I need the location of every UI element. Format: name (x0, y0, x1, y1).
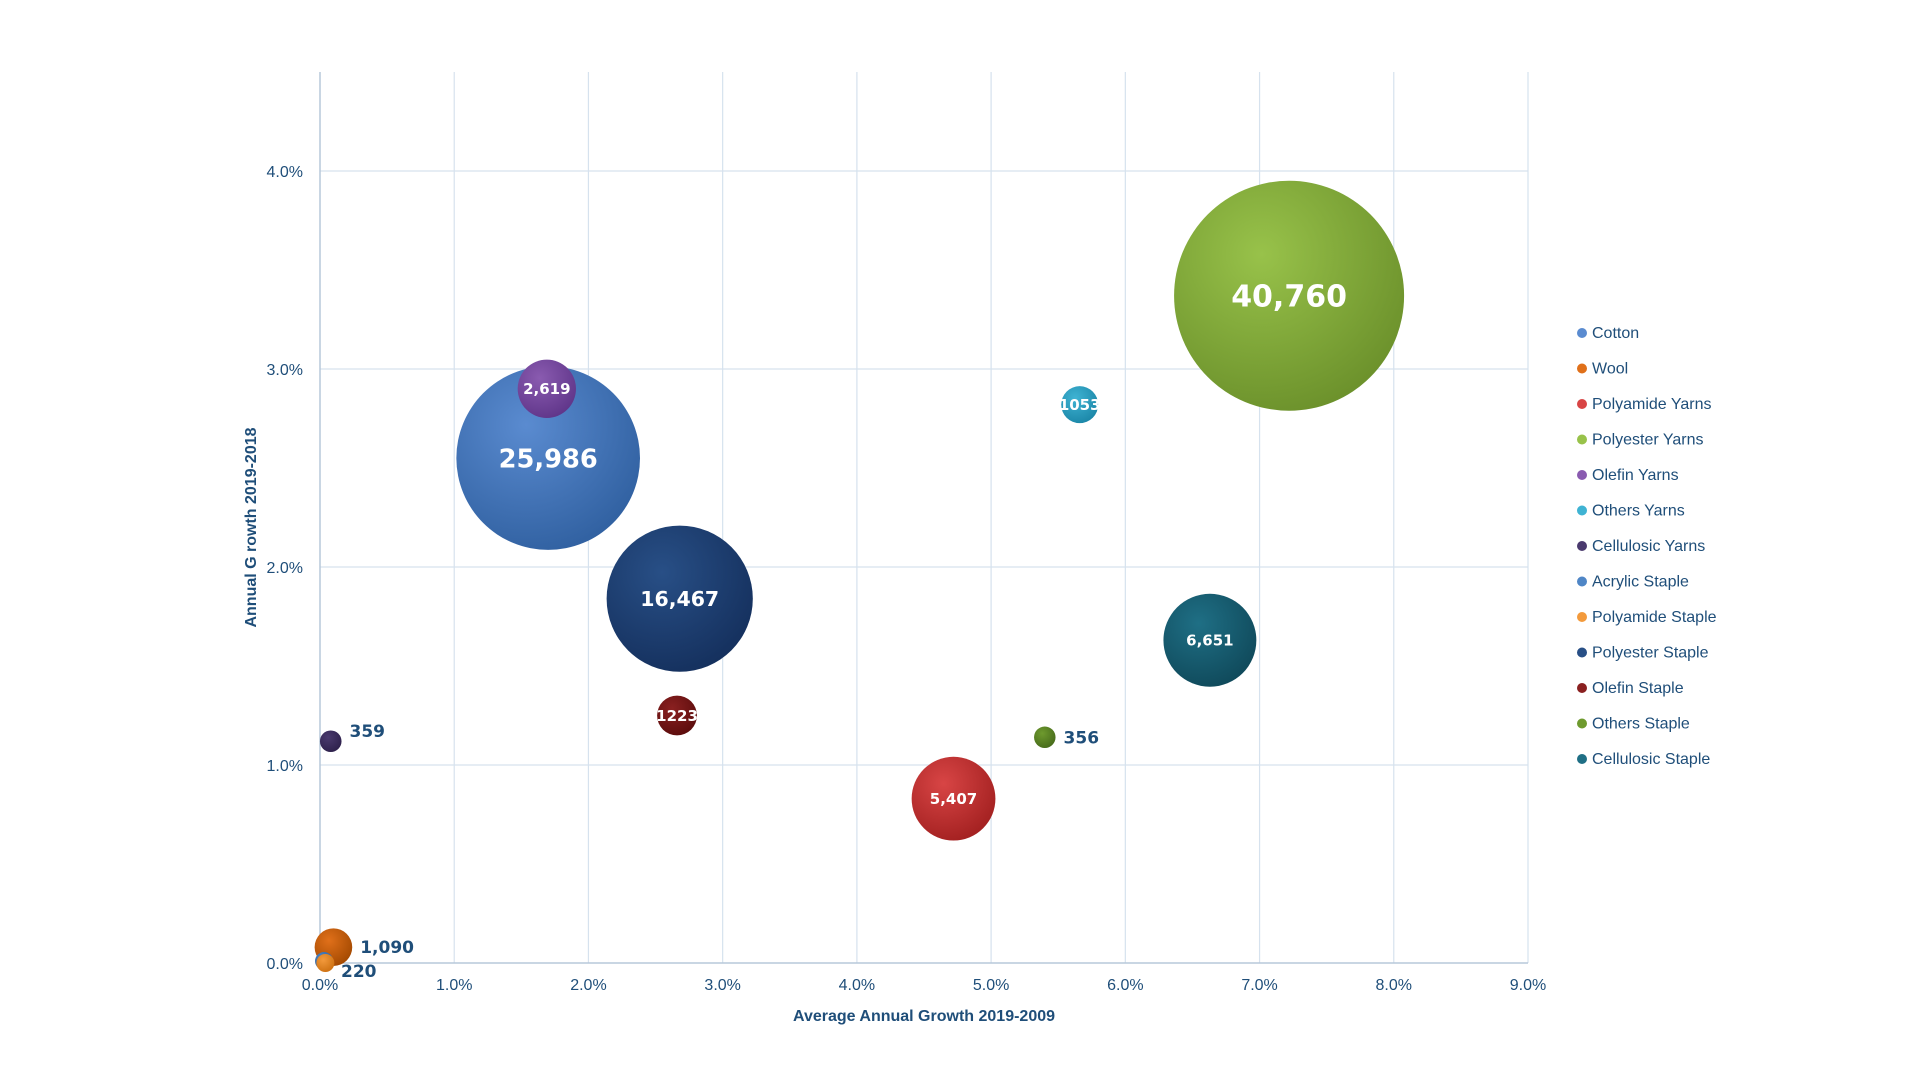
x-tick-label: 9.0% (1510, 977, 1546, 994)
legend-label: Olefin Staple (1592, 680, 1684, 697)
axes: 0.0% 1.0% 2.0% 3.0% 4.0% 5.0% 6.0% 7.0% 8.0% 9.0%… (243, 72, 1546, 1025)
legend-marker (1577, 434, 1587, 445)
legend-label: Others Yarns (1592, 503, 1685, 520)
legend-marker (1577, 470, 1587, 480)
data-label: 16,467 (640, 587, 719, 611)
data-label: 5,407 (930, 790, 977, 808)
bubble-polyamide-yarns (911, 756, 996, 841)
bubble-others-yarns (1061, 386, 1099, 424)
legend-label: Polyester Yarns (1592, 432, 1703, 449)
legend-marker (1577, 718, 1587, 729)
bubble-olefin-staple (657, 695, 697, 736)
data-label: 359 (350, 722, 386, 742)
x-tick-label: 8.0% (1376, 977, 1412, 994)
legend-marker (1577, 576, 1587, 587)
y-tick-label: 3.0% (267, 362, 303, 379)
legend-label: Acrylic Staple (1592, 574, 1689, 591)
x-tick-label: 3.0% (704, 977, 740, 994)
legend-marker (1577, 505, 1587, 516)
x-axis-title: Average Annual Growth 2019-2009 (793, 1008, 1055, 1025)
bubble-cellulosic-staple (1163, 593, 1257, 687)
legend-marker (1577, 612, 1587, 622)
legend-marker (1577, 328, 1587, 338)
bubbles: 25,986 1,090 5,407 40,760 2,619 1053 359 220 16,… (314, 180, 1405, 982)
legend-label: Cellulosic Staple (1592, 751, 1710, 768)
x-tick-label: 5.0% (973, 977, 1009, 994)
grid (320, 72, 1529, 963)
legend-marker (1577, 541, 1587, 551)
bubble-polyester-staple (606, 525, 753, 672)
bubble-olefin-yarns (517, 359, 576, 418)
y-tick-label: 4.0% (267, 164, 303, 181)
x-tick-label: 0.0% (302, 977, 338, 994)
data-label: 1223 (656, 707, 698, 725)
x-tick-label: 2.0% (570, 977, 606, 994)
data-label: 1053 (1059, 396, 1101, 414)
legend-label: Polyamide Staple (1592, 609, 1717, 626)
x-tick-label: 1.0% (436, 977, 472, 994)
legend-marker (1577, 754, 1587, 764)
legend-label: Others Staple (1592, 716, 1690, 733)
legend-label: Wool (1592, 361, 1628, 378)
bubble-cotton (456, 366, 641, 550)
legend-label: Polyamide Yarns (1592, 396, 1711, 413)
x-tick-label: 4.0% (839, 977, 875, 994)
y-axis-title: Annual G rowth 2019-2018 (243, 427, 260, 627)
x-tick-label: 6.0% (1107, 977, 1143, 994)
legend-marker (1577, 647, 1587, 658)
data-label: 40,760 (1231, 280, 1347, 315)
data-label: 220 (341, 962, 377, 982)
legend-marker (1577, 399, 1587, 409)
data-label: 356 (1064, 728, 1100, 748)
data-label: 6,651 (1186, 632, 1233, 650)
legend-marker (1577, 363, 1587, 374)
legend-marker (1577, 683, 1587, 693)
data-label: 25,986 (499, 444, 598, 474)
legend: Cotton Wool Polyamide Yarns Polyester Yarns… (1577, 325, 1717, 768)
legend-label: Cellulosic Yarns (1592, 538, 1705, 555)
bubble-polyamide-staple (316, 954, 335, 972)
legend-label: Olefin Yarns (1592, 467, 1679, 484)
data-label: 2,619 (523, 380, 570, 398)
bubble-polyester-yarns (1174, 180, 1405, 411)
legend-label: Polyester Staple (1592, 645, 1709, 662)
legend-label: Cotton (1592, 325, 1639, 342)
y-tick-label: 1.0% (267, 758, 303, 775)
y-tick-label: 0.0% (267, 956, 303, 973)
bubble-cellulosic-yarns (319, 730, 342, 753)
bubble-others-staple (1034, 726, 1056, 749)
data-label: 1,090 (360, 938, 414, 958)
x-tick-label: 7.0% (1241, 977, 1277, 994)
y-tick-label: 2.0% (267, 560, 303, 577)
